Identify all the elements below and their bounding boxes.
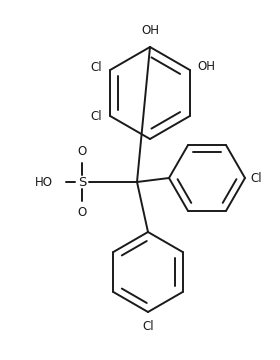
Text: Cl: Cl <box>90 109 102 122</box>
Text: Cl: Cl <box>142 320 154 333</box>
Text: OH: OH <box>141 24 159 37</box>
Text: Cl: Cl <box>250 171 262 185</box>
Text: O: O <box>77 206 87 219</box>
Text: HO: HO <box>35 176 53 189</box>
Text: O: O <box>77 145 87 158</box>
Text: S: S <box>78 176 86 189</box>
Text: Cl: Cl <box>90 60 102 73</box>
Text: OH: OH <box>198 60 216 73</box>
